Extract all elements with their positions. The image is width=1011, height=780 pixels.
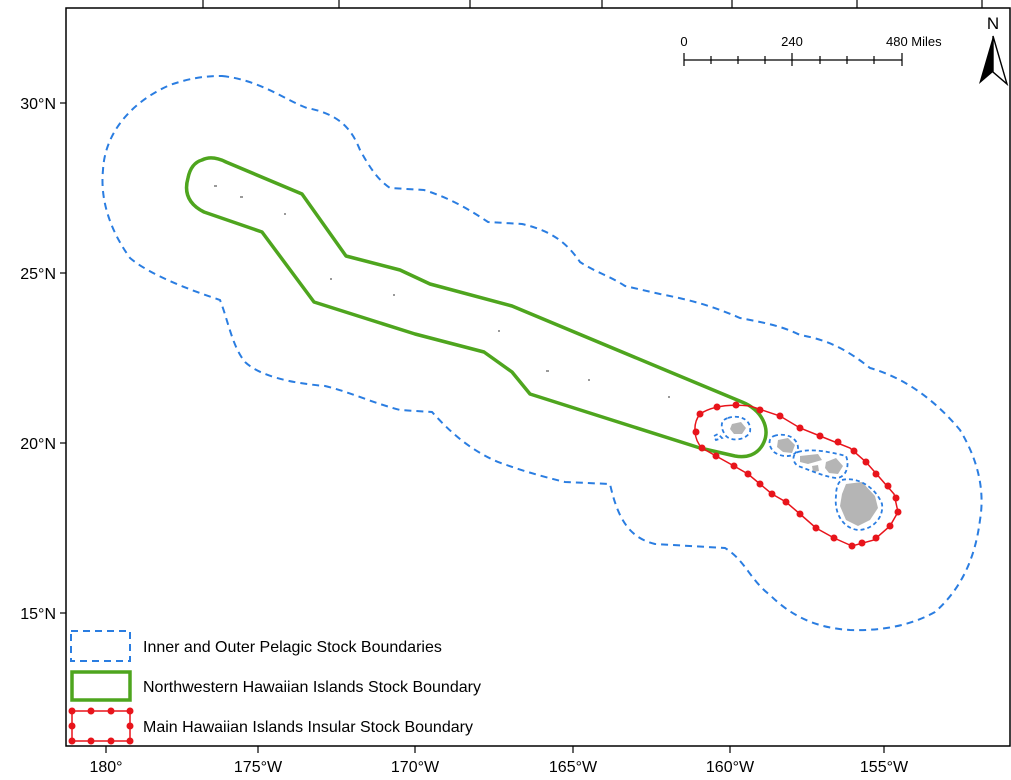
lat-label-30n: 30°N <box>20 96 56 113</box>
island-hawaii <box>840 482 878 526</box>
lon-label-170w: 170°W <box>391 759 440 776</box>
scale-bar: 0 240 480 Miles <box>680 34 942 66</box>
legend-label-mhi: Main Hawaiian Islands Insular Stock Boun… <box>143 719 473 736</box>
map-frame <box>65 7 1011 747</box>
main-island-pelagic-boundaries <box>712 415 884 531</box>
scale-label-0: 0 <box>680 34 687 49</box>
scale-label-480: 480 Miles <box>886 34 942 49</box>
bottom-ticks <box>105 746 885 753</box>
lat-label-25n: 25°N <box>20 266 56 283</box>
scale-label-240: 240 <box>781 34 803 49</box>
north-label: N <box>987 14 999 33</box>
lon-label-155w: 155°W <box>860 759 909 776</box>
legend: Inner and Outer Pelagic Stock Boundaries… <box>68 630 481 745</box>
nw-islets <box>214 185 670 398</box>
lon-label-175w: 175°W <box>234 759 283 776</box>
mhi-boundary-dots <box>692 401 902 550</box>
mhi-insular-boundary <box>692 401 902 550</box>
top-ticks <box>202 0 983 8</box>
legend-swatch-nwhi <box>70 670 132 702</box>
island-maui <box>825 458 843 474</box>
lat-label-15n: 15°N <box>20 606 56 623</box>
lon-label-165w: 165°W <box>549 759 598 776</box>
island-kauai <box>730 422 746 434</box>
nwhi-stock-boundary <box>184 156 768 459</box>
legend-swatch-pelagic <box>70 630 131 662</box>
left-ticks <box>60 102 66 614</box>
island-molokai <box>800 454 822 464</box>
legend-label-nwhi: Northwestern Hawaiian Islands Stock Boun… <box>143 679 481 696</box>
lon-label-180: 180° <box>89 759 122 776</box>
legend-label-pelagic: Inner and Outer Pelagic Stock Boundaries <box>143 639 442 656</box>
hawaiian-islands <box>730 422 878 526</box>
legend-swatch-mhi <box>68 707 134 745</box>
lat-label-20n: 20°N <box>20 436 56 453</box>
pelagic-stock-boundary <box>101 74 983 632</box>
island-lanai <box>812 465 819 472</box>
lon-label-160w: 160°W <box>706 759 755 776</box>
island-oahu <box>777 438 795 453</box>
north-arrow-icon: N <box>979 14 1009 87</box>
